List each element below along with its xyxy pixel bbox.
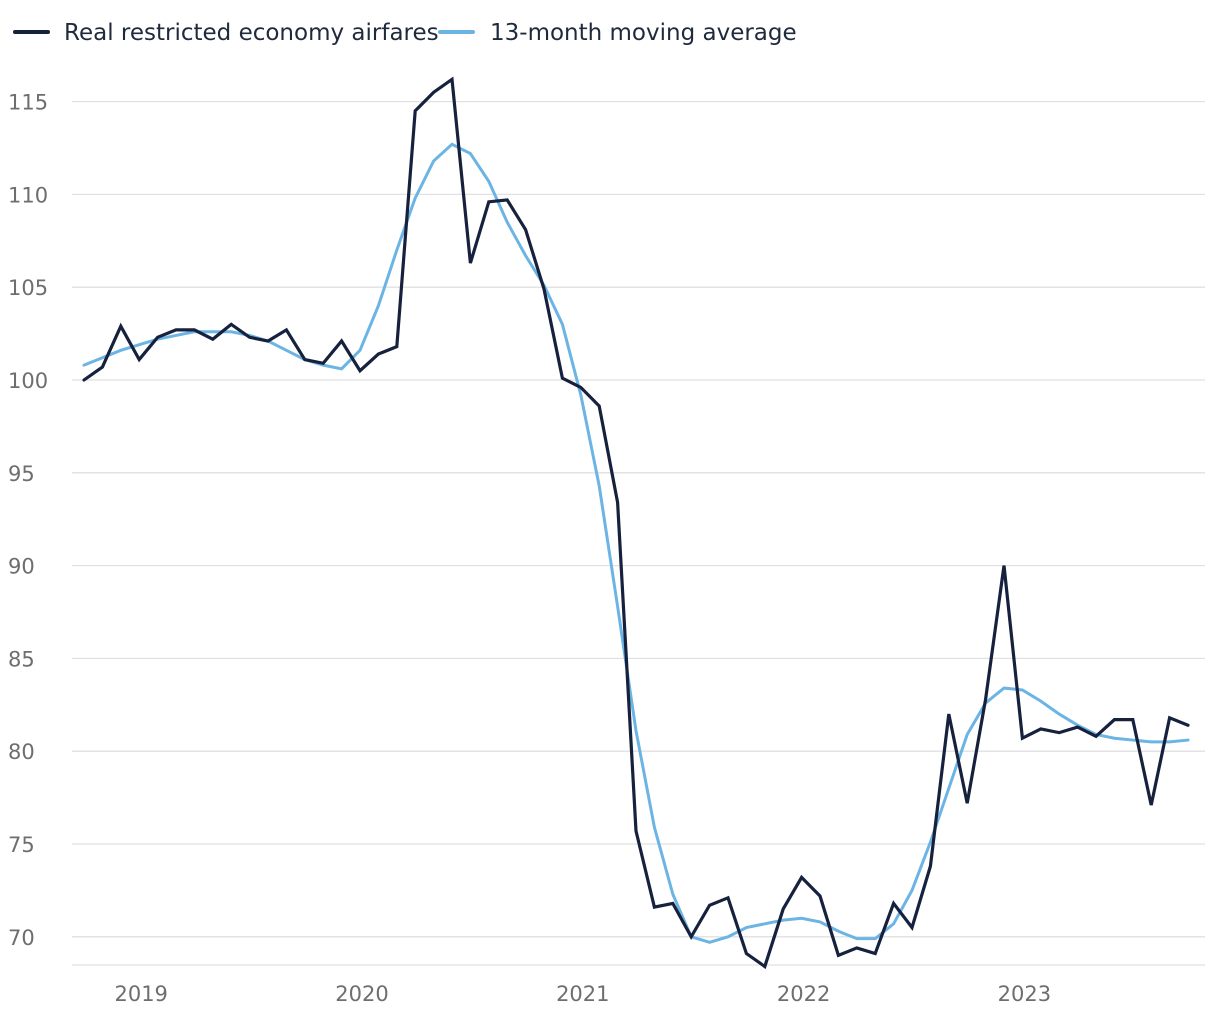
y-axis-ticks: 70 75 80 85 90 95 100 105 110 115	[8, 91, 48, 950]
y-tick-label-115: 115	[8, 91, 48, 115]
y-tick-label-70: 70	[8, 926, 35, 950]
x-tick-label-2019: 2019	[114, 982, 167, 1006]
legend-label-series-2: 13-month moving average	[490, 20, 797, 46]
y-tick-label-95: 95	[8, 462, 35, 486]
x-axis-ticks: 2019 2020 2021 2022 2023	[114, 982, 1051, 1006]
series-line-real-airfares[interactable]	[82, 76, 1190, 970]
y-tick-label-90: 90	[8, 555, 35, 579]
y-tick-label-100: 100	[8, 369, 48, 393]
legend-label-series-1: Real restricted economy airfares	[64, 20, 439, 46]
y-tick-label-85: 85	[8, 647, 35, 671]
legend: Real restricted economy airfares 13-mont…	[13, 20, 797, 46]
x-tick-label-2023: 2023	[998, 982, 1051, 1006]
y-tick-label-105: 105	[8, 276, 48, 300]
legend-item-series-1[interactable]: Real restricted economy airfares	[13, 20, 439, 46]
y-tick-label-110: 110	[8, 183, 48, 207]
y-tick-label-80: 80	[8, 740, 35, 764]
legend-item-series-2[interactable]: 13-month moving average	[438, 20, 797, 46]
x-tick-label-2022: 2022	[777, 982, 830, 1006]
plot-area	[82, 76, 1190, 970]
y-tick-label-75: 75	[8, 833, 35, 857]
x-tick-label-2021: 2021	[556, 982, 609, 1006]
x-tick-label-2020: 2020	[335, 982, 388, 1006]
